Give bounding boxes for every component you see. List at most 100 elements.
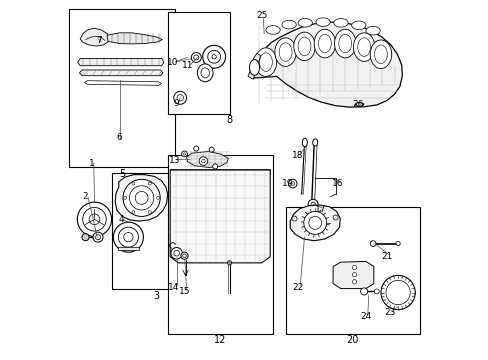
Text: 22: 22	[292, 283, 303, 292]
Circle shape	[177, 95, 183, 101]
Ellipse shape	[298, 37, 310, 56]
Circle shape	[148, 182, 151, 185]
Ellipse shape	[369, 40, 391, 68]
Ellipse shape	[338, 34, 351, 53]
Circle shape	[332, 215, 337, 220]
Ellipse shape	[334, 29, 355, 58]
Circle shape	[201, 159, 205, 163]
Ellipse shape	[298, 18, 312, 27]
Bar	[170, 169, 270, 174]
Ellipse shape	[313, 29, 335, 58]
Ellipse shape	[353, 33, 374, 62]
Text: 1: 1	[88, 159, 94, 168]
Circle shape	[171, 248, 182, 259]
Circle shape	[288, 179, 296, 188]
Ellipse shape	[318, 34, 331, 53]
Text: 16: 16	[332, 179, 343, 188]
Text: 21: 21	[380, 252, 391, 261]
Ellipse shape	[302, 138, 307, 147]
Ellipse shape	[259, 53, 272, 71]
Circle shape	[183, 153, 185, 155]
Circle shape	[352, 265, 356, 270]
Circle shape	[193, 55, 198, 60]
Circle shape	[123, 197, 126, 199]
Circle shape	[181, 151, 187, 157]
Polygon shape	[84, 81, 162, 85]
Circle shape	[207, 50, 220, 63]
Ellipse shape	[293, 32, 315, 61]
Text: 3: 3	[153, 291, 159, 301]
Ellipse shape	[356, 103, 362, 106]
Polygon shape	[115, 175, 167, 221]
Polygon shape	[118, 247, 139, 249]
Circle shape	[132, 182, 135, 185]
Circle shape	[113, 222, 143, 252]
Circle shape	[82, 234, 89, 241]
Circle shape	[93, 232, 103, 242]
Text: 19: 19	[282, 179, 293, 188]
Polygon shape	[186, 152, 228, 167]
Circle shape	[77, 202, 111, 237]
Ellipse shape	[312, 139, 317, 146]
Circle shape	[123, 233, 133, 242]
Bar	[167, 155, 272, 334]
Circle shape	[95, 235, 101, 240]
Circle shape	[129, 186, 153, 210]
Circle shape	[352, 273, 356, 277]
Text: 13: 13	[169, 156, 180, 165]
Circle shape	[89, 214, 100, 225]
Circle shape	[307, 199, 317, 209]
Text: 24: 24	[360, 312, 371, 321]
Text: 25: 25	[255, 11, 267, 20]
Circle shape	[212, 55, 216, 59]
Ellipse shape	[197, 64, 213, 82]
Polygon shape	[78, 59, 164, 66]
Polygon shape	[170, 170, 270, 263]
Ellipse shape	[282, 20, 296, 29]
Circle shape	[290, 182, 294, 185]
Text: 5: 5	[119, 168, 125, 179]
Circle shape	[385, 280, 409, 305]
Text: 11: 11	[181, 61, 193, 70]
Circle shape	[303, 211, 326, 234]
Text: 15: 15	[179, 287, 190, 296]
Circle shape	[209, 147, 214, 152]
Polygon shape	[251, 22, 402, 107]
Circle shape	[156, 197, 159, 199]
Circle shape	[181, 252, 188, 259]
Ellipse shape	[274, 38, 296, 66]
Circle shape	[183, 254, 186, 257]
Text: 10: 10	[167, 58, 179, 67]
Circle shape	[310, 202, 315, 206]
Circle shape	[173, 91, 186, 104]
Ellipse shape	[265, 26, 280, 34]
Text: 18: 18	[291, 151, 303, 160]
Polygon shape	[290, 205, 340, 241]
Bar	[285, 207, 419, 334]
Circle shape	[369, 241, 375, 247]
Circle shape	[291, 216, 296, 221]
Ellipse shape	[374, 45, 386, 64]
Circle shape	[395, 242, 400, 246]
Text: 2: 2	[82, 192, 88, 201]
Polygon shape	[332, 261, 373, 289]
Polygon shape	[80, 70, 163, 76]
Ellipse shape	[279, 43, 291, 62]
Circle shape	[212, 164, 217, 169]
Ellipse shape	[357, 38, 370, 57]
Text: 8: 8	[225, 115, 232, 125]
Polygon shape	[354, 102, 364, 107]
Circle shape	[123, 179, 160, 216]
Circle shape	[135, 192, 148, 204]
Circle shape	[118, 227, 138, 247]
Circle shape	[199, 157, 207, 165]
Circle shape	[352, 280, 356, 284]
Bar	[69, 9, 175, 167]
Circle shape	[373, 289, 378, 294]
Circle shape	[173, 250, 179, 256]
Ellipse shape	[315, 18, 329, 26]
Circle shape	[132, 211, 135, 213]
Circle shape	[193, 146, 198, 151]
Text: 6: 6	[116, 133, 122, 142]
Bar	[167, 12, 230, 114]
